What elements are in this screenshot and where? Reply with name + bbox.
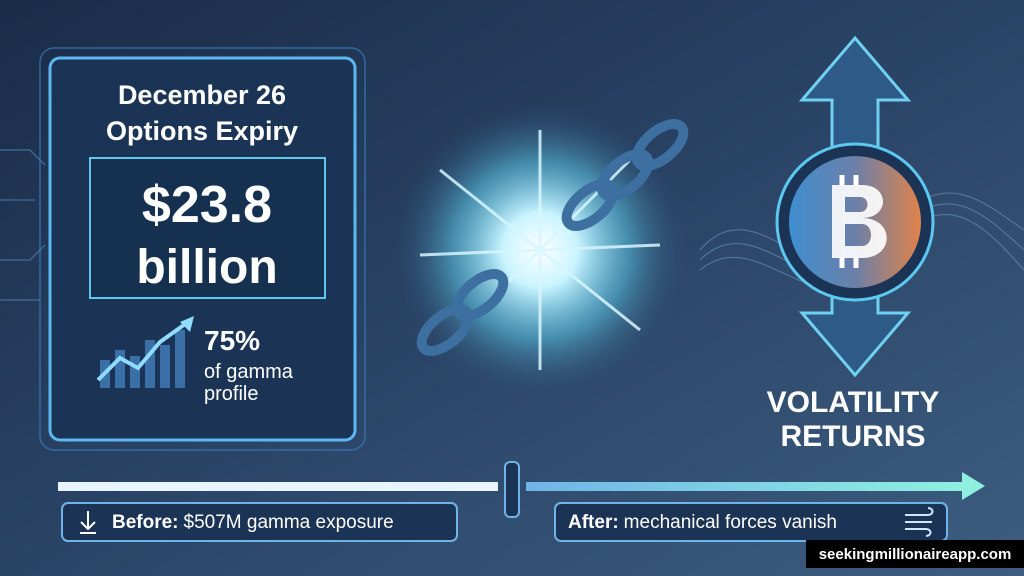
stat-value: 75% (204, 325, 260, 356)
volatility-title: VOLATILITY (767, 386, 940, 419)
watermark-bg (806, 540, 1024, 568)
growth-icon (96, 316, 194, 388)
timeline-arrowhead (962, 472, 985, 500)
panel-title: December 26 (118, 80, 286, 110)
stat-label: of gamma (204, 361, 294, 383)
bitcoin-symbol (832, 185, 887, 258)
amount-value: $23.8 (142, 176, 272, 234)
bitcoin-strokes (839, 175, 859, 268)
amount-unit: billion (136, 241, 277, 294)
before-box (61, 502, 458, 542)
timeline-before (58, 482, 498, 491)
after-label: After: (568, 512, 619, 533)
before-detail: $507M gamma exposure (184, 512, 394, 533)
timeline-marker (504, 461, 520, 518)
before-text: Before: $507M gamma exposure (112, 512, 394, 533)
after-text: After: mechanical forces vanish (568, 512, 837, 533)
watermark: seekingmillionaireapp.com (819, 546, 1012, 563)
wind-icon (905, 507, 934, 537)
after-detail: mechanical forces vanish (624, 512, 837, 533)
down-icon (80, 511, 96, 534)
amount-box (89, 157, 326, 299)
before-label: Before: (112, 512, 179, 533)
broken-chain (416, 119, 689, 356)
panel-title: Options Expiry (106, 116, 298, 146)
volatility-title: RETURNS (780, 420, 925, 453)
after-box (554, 502, 948, 542)
stat-label: profile (204, 383, 258, 405)
panel-outer-frame (39, 47, 366, 451)
timeline-after (526, 482, 966, 491)
